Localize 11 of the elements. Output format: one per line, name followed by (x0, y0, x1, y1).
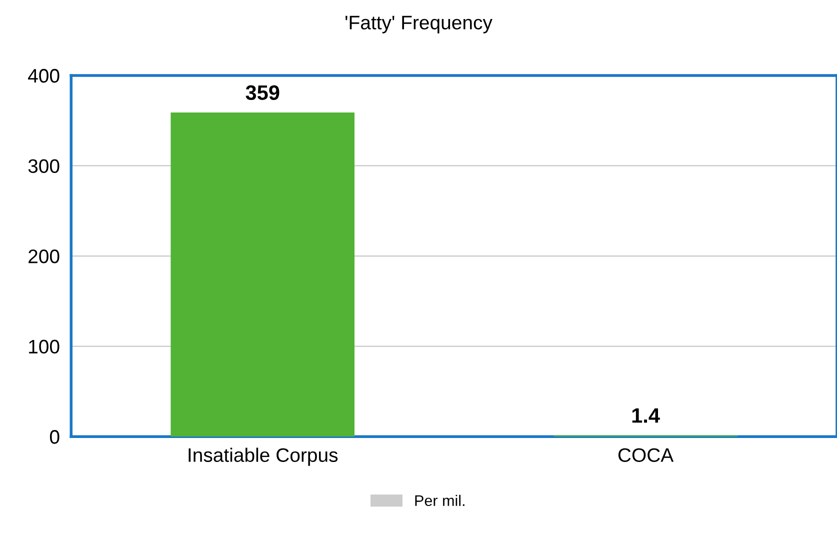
x-tick-label: COCA (618, 448, 674, 462)
y-tick-label: 0 (50, 430, 60, 444)
y-tick-label: 400 (28, 68, 60, 83)
y-tick-label: 300 (28, 159, 60, 173)
chart-title: 'Fatty' Frequency (346, 16, 492, 34)
data-label: 1.4 (632, 408, 660, 423)
data-label: 359 (246, 85, 280, 100)
x-tick-label: Insatiable Corpus (188, 448, 338, 466)
text: Per mil. (415, 494, 464, 506)
y-tick-label: 200 (28, 249, 60, 264)
y-tick-label: 100 (29, 340, 60, 354)
